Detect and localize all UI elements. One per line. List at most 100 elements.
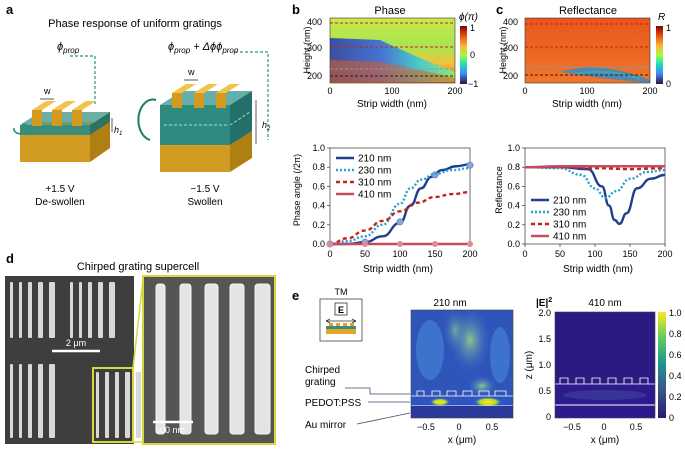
e-field-label: E (338, 305, 344, 315)
rotate-arrow-left-icon (13, 123, 31, 135)
x-tick-label: 150 (427, 249, 442, 259)
sem-strip-zoom (155, 283, 166, 435)
left-voltage: +1.5 V (45, 184, 75, 195)
legend-label: 230 nm (358, 166, 391, 177)
x-tick-label: 100 (587, 249, 602, 259)
b-cbar-tick-0: 0 (470, 50, 475, 60)
right-state: Swollen (187, 197, 222, 208)
plot-frame (329, 147, 471, 245)
sem-strip (70, 282, 73, 338)
e-ytick-20: 2.0 (538, 308, 551, 318)
e-ytick-10: 1.0 (538, 360, 551, 370)
b-heat-xtick-0: 0 (327, 86, 332, 96)
b-colorbar (460, 26, 467, 84)
e-field-arrow-icon (325, 318, 357, 324)
e-ytick-0: 0 (546, 412, 551, 422)
field-map-410 (554, 311, 656, 419)
sem-strip-zoom (179, 283, 192, 435)
b-heat-ytick-200: 200 (307, 71, 322, 81)
b-colorbar-label: ϕ(π) (459, 12, 478, 23)
sem-strip (105, 372, 109, 438)
legend-label: 310 nm (553, 220, 586, 231)
phi-prop-right: ϕprop + Δϕϕprop (168, 41, 239, 55)
b-heat-ytick-300: 300 (307, 43, 322, 53)
c-heat-xtick-0: 0 (522, 86, 527, 96)
leader-mirror (356, 412, 411, 425)
data-point (362, 241, 368, 247)
c-colorbar (656, 26, 663, 84)
c-heat-ytick-200: 200 (503, 71, 518, 81)
series-line-310-nm (329, 190, 471, 246)
e-left-xtick-m05: −0.5 (417, 422, 435, 432)
label-mirror: Au mirror (305, 420, 347, 431)
y-tick-label: 0.4 (312, 201, 325, 211)
x-tick-label: 0 (327, 249, 332, 259)
sem-strip (109, 282, 115, 338)
legend-label: 230 nm (553, 208, 586, 219)
inset-strip (350, 323, 354, 326)
left-device (20, 101, 110, 162)
e-colorbar-label: |E|2 (536, 297, 552, 309)
c-heat-xtick-200: 200 (642, 86, 657, 96)
c-cbar-tick-0: 0 (666, 79, 671, 89)
panel-d-title: Chirped grating supercell (77, 261, 199, 273)
c-heat-ytick-400: 400 (503, 17, 518, 27)
sem-strip (49, 282, 55, 338)
right-device (160, 84, 252, 172)
sem-strip (28, 364, 32, 438)
e-right-xtick-m05: −0.5 (563, 422, 581, 432)
zoom-line-top (132, 279, 144, 369)
e-right-xtick-05: 0.5 (630, 422, 643, 432)
label-chirped-grating: Chirped grating (305, 365, 340, 388)
b-heat-xtick-200: 200 (447, 86, 462, 96)
sem-overview-strips (10, 282, 141, 438)
y-tick-label: 1.0 (507, 143, 520, 153)
legend-label: 210 nm (358, 154, 391, 165)
legend-label: 310 nm (358, 178, 391, 189)
panel-c-letter: c (496, 2, 503, 17)
panel-a-letter: a (6, 2, 14, 17)
x-tick-label: 200 (462, 249, 477, 259)
phi-left-leader (70, 55, 96, 105)
sem-strip (19, 282, 22, 338)
panel-e-letter: e (292, 288, 299, 303)
map-right-title: 410 nm (588, 298, 621, 309)
y-tick-label: 0.4 (507, 201, 520, 211)
phi-right-leader (235, 51, 269, 140)
map-left-title: 210 nm (433, 298, 466, 309)
scale-label-right: 500 nm (155, 425, 185, 435)
series-line-210-nm (330, 163, 471, 246)
c-heat-ytick-300: 300 (503, 43, 518, 53)
series-line-410-nm (524, 165, 665, 169)
inset-strip (329, 323, 333, 326)
e-right-xtick-0: 0 (601, 422, 606, 432)
phase-line-chart: 0 50 100 150 200 0.0 0.2 0.4 0.6 0.8 1.0 210 nm230 … (312, 143, 477, 259)
sem-strip (136, 372, 141, 438)
e-left-xtick-05: 0.5 (486, 422, 499, 432)
inset-strip (336, 323, 340, 326)
x-tick-label: 200 (657, 249, 672, 259)
legend-label: 410 nm (358, 190, 391, 201)
panel-a-title: Phase response of uniform gratings (48, 18, 222, 30)
panel-d: d Chirped grating supercell 2 μm 500 nm (5, 251, 276, 445)
sem-strip (38, 364, 43, 438)
sem-strip (49, 364, 55, 438)
y-tick-label: 0.2 (312, 220, 325, 230)
sem-strip (115, 372, 119, 438)
series-line-230-nm (524, 166, 666, 200)
b-line-ylabel: Phase angle (/2π) (292, 154, 302, 226)
legend-label: 210 nm (553, 196, 586, 207)
e-ylabel: z (μm) (524, 351, 535, 380)
inset-strip (343, 323, 347, 326)
y-tick-label: 1.0 (312, 143, 325, 153)
y-tick-label: 0.0 (312, 239, 325, 249)
e-ytick-05: 0.5 (538, 386, 551, 396)
c-line-ylabel: Reflectance (494, 166, 504, 214)
y-tick-label: 0.2 (507, 220, 520, 230)
left-state: De-swollen (35, 197, 84, 208)
inset-gold (326, 329, 356, 334)
w-label-right: w (187, 67, 195, 77)
reflectance-line-chart: 0 50 100 150 200 0.0 0.2 0.4 0.6 0.8 1.0 210 nm230 … (507, 143, 672, 259)
sem-strip (10, 282, 13, 338)
